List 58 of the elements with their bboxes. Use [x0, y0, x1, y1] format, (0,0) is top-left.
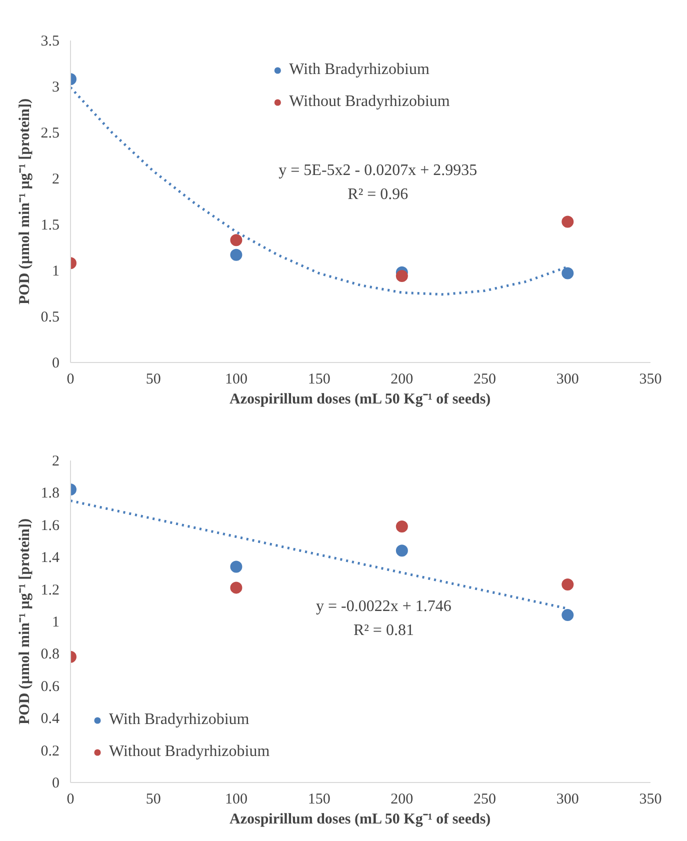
x-tick-label: 300 [556, 372, 579, 388]
point [230, 582, 242, 594]
point [230, 560, 242, 573]
y-tick-label: 1.4 [40, 550, 60, 566]
x-tick-label: 50 [146, 372, 161, 388]
point [230, 248, 242, 261]
annotation: R² = 0.96 [348, 186, 408, 203]
x-tick-label: 250 [474, 792, 496, 808]
legend-label: Without Bradyrhizobium [289, 93, 450, 111]
y-tick-label: 0.8 [40, 646, 60, 663]
y-tick-label: 0.6 [40, 678, 60, 695]
y-tick-label: 0.5 [40, 310, 60, 326]
y-tick-label: 1.6 [40, 518, 60, 534]
point [562, 216, 574, 228]
y-axis-title: POD (µmol min⁻¹ µg⁻¹ [protein]) [16, 98, 33, 304]
y-tick-label: 3 [52, 80, 60, 96]
x-tick-label: 50 [146, 792, 161, 808]
point [396, 544, 408, 557]
x-tick-label: 200 [390, 792, 414, 808]
x-tick-label: 100 [224, 372, 248, 388]
y-tick-label: 3.5 [40, 34, 60, 50]
y-tick-label: 2 [52, 172, 60, 188]
point [230, 234, 242, 246]
x-tick-label: 100 [224, 792, 248, 808]
y-tick-label: 1.2 [40, 582, 60, 598]
annotation: y = 5E-5x2 - 0.0207x + 2.9935 [278, 162, 478, 179]
x-tick-label: 0 [66, 792, 74, 808]
y-tick-label: 0.2 [40, 743, 60, 760]
x-axis-title: Azospirillum doses (mL 50 Kg⁻¹ of seeds) [230, 812, 491, 828]
y-tick-label: 1.5 [40, 218, 60, 234]
y-tick-label: 0 [52, 776, 60, 792]
x-tick-label: 350 [639, 372, 662, 388]
point [562, 609, 574, 622]
y-tick-label: 2.5 [40, 126, 60, 142]
x-tick-label: 0 [66, 372, 74, 388]
x-tick-label: 350 [639, 792, 662, 808]
y-tick-label: 1 [52, 614, 60, 630]
y-tick-label: 0.4 [40, 711, 60, 728]
y-tick-label: 2 [52, 454, 60, 470]
y-tick-label: 0 [52, 356, 60, 372]
x-tick-label: 150 [308, 372, 330, 388]
x-tick-label: 200 [390, 372, 414, 388]
y-axis-title: POD (µmol min⁻¹ µg⁻¹ [protein]) [16, 518, 33, 724]
y-tick-label: 1.8 [40, 486, 60, 502]
point [396, 270, 408, 282]
x-tick-label: 150 [308, 792, 330, 808]
legend-label: With Bradyrhizobium [109, 711, 250, 729]
x-tick-label: 300 [556, 792, 579, 808]
annotation: y = -0.0022x + 1.746 [316, 598, 452, 616]
y-tick-label: 1 [52, 264, 60, 280]
point [396, 520, 408, 532]
x-tick-label: 250 [474, 372, 496, 388]
point [562, 578, 574, 590]
legend-label: Without Bradyrhizobium [109, 743, 270, 761]
x-axis-title: Azospirillum doses (mL 50 Kg⁻¹ of seeds) [230, 392, 491, 408]
legend-label: With Bradyrhizobium [289, 61, 430, 79]
annotation: R² = 0.81 [353, 622, 414, 640]
point [562, 267, 574, 280]
